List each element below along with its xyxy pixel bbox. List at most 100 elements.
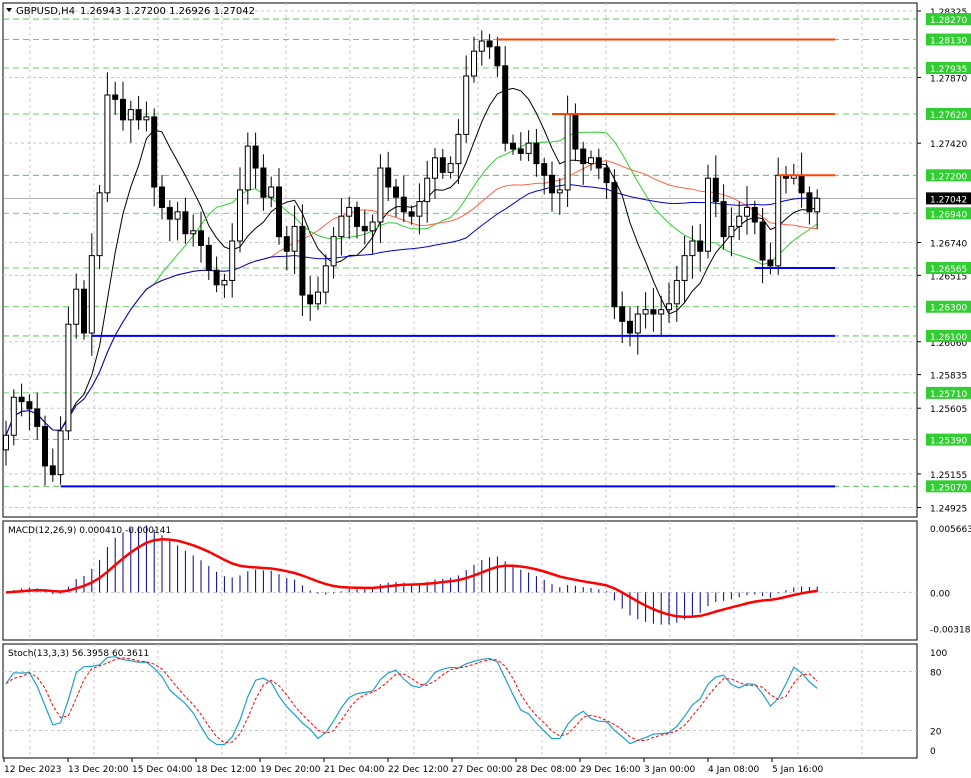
macd-label: MACD(12,26,9) 0.000410 -0.000141	[8, 526, 171, 536]
stoch-main-line	[5, 656, 818, 746]
candle-body	[330, 236, 337, 267]
candle-body	[689, 240, 696, 257]
candle-body	[166, 206, 173, 220]
candle-body	[213, 269, 220, 286]
stoch-tick-label: 20	[930, 727, 942, 737]
candle-body	[104, 94, 111, 194]
candle-body	[580, 148, 587, 165]
level-label-bg	[926, 169, 971, 182]
candle-body	[439, 157, 446, 173]
candle-body	[502, 65, 509, 144]
candle-body	[736, 215, 743, 227]
candle-body	[658, 309, 665, 315]
candle-body	[588, 157, 594, 165]
candle-body	[190, 230, 197, 235]
candle-body	[135, 109, 142, 121]
time-tick-label: 15 Dec 04:00	[132, 765, 193, 775]
candle-body	[322, 265, 329, 293]
candle-body	[603, 167, 610, 184]
level-label-bg	[926, 329, 971, 342]
candle-body	[673, 279, 680, 305]
level-label-bg	[926, 107, 971, 120]
candle-body	[385, 167, 392, 188]
candle-body	[463, 75, 470, 135]
candle-body	[775, 174, 782, 267]
macd-tick-label: 0.005663	[930, 525, 971, 535]
candle-body	[393, 186, 399, 198]
price-axis: 1.28325 1.27870 1.27420 1.26740 1.26515 1.260…	[917, 8, 971, 515]
candle-body	[728, 225, 735, 238]
time-tick-label: 13 Dec 20:00	[68, 765, 129, 775]
level-label: 1.26940	[930, 210, 967, 220]
candle-body	[96, 192, 103, 257]
candle-body	[57, 430, 64, 476]
level-label-bg	[926, 433, 971, 446]
time-tick-label: 21 Dec 04:00	[324, 765, 385, 775]
candle-body	[221, 279, 228, 286]
candle-body	[205, 244, 212, 271]
candle-body	[42, 425, 48, 467]
price-tick-label: 1.26740	[930, 239, 967, 249]
price-tick-label: 1.26060	[930, 339, 967, 349]
candle-body	[416, 201, 423, 217]
candle-body	[814, 197, 821, 213]
candle-body	[759, 221, 766, 261]
candle-body	[681, 255, 688, 281]
candle-body	[369, 221, 376, 232]
candle-body	[291, 225, 298, 252]
time-tick-label: 28 Dec 08:00	[516, 765, 577, 775]
candle-body	[315, 291, 321, 305]
candle-body	[276, 186, 282, 238]
candle-body	[299, 225, 306, 296]
macd-tick-label: 0.00	[930, 589, 950, 599]
level-label-bg	[926, 13, 971, 26]
candle-body	[252, 145, 259, 169]
candle-body	[549, 174, 555, 194]
stoch-tick-label: 80	[930, 669, 942, 679]
candle-body	[400, 196, 407, 213]
macd-signal-line	[5, 537, 818, 619]
candle-body	[767, 259, 774, 267]
level-label-bg	[926, 386, 971, 399]
price-tick-label: 1.25605	[930, 405, 967, 415]
price-tick-label: 1.25835	[930, 372, 967, 382]
candle-body	[283, 236, 290, 252]
level-label: 1.26100	[930, 333, 967, 343]
time-tick-label: 27 Dec 00:00	[452, 765, 513, 775]
support-resistance-layer	[60, 38, 835, 488]
time-tick-label: 19 Dec 20:00	[260, 765, 321, 775]
level-label-bg	[926, 207, 971, 220]
level-label-bg	[926, 262, 971, 275]
candle-body	[174, 211, 181, 220]
candle-body	[666, 303, 672, 311]
triangle-down-icon[interactable]	[6, 8, 12, 12]
candle-body	[159, 186, 165, 208]
candle-body	[112, 94, 119, 100]
candle-body	[595, 157, 602, 169]
level-label: 1.28270	[930, 16, 967, 26]
candle-body	[744, 206, 750, 217]
candle-body	[34, 408, 41, 427]
candle-body	[455, 133, 462, 165]
candle-body	[510, 142, 516, 150]
symbol-label: GBPUSD,H4	[16, 6, 75, 17]
level-label-bg	[926, 300, 971, 313]
candle-body	[712, 177, 719, 203]
candle-body	[346, 206, 353, 217]
price-tick-label: 1.24925	[930, 505, 967, 515]
level-label: 1.25390	[930, 437, 967, 447]
stochastic-layer: 100 80 20 0	[3, 649, 947, 757]
level-label: 1.27200	[930, 172, 967, 182]
candle-body	[541, 163, 548, 176]
candle-body	[650, 309, 657, 315]
level-label: 1.27935	[930, 65, 967, 75]
candle-body	[237, 189, 243, 242]
candle-body	[307, 294, 314, 305]
time-tick-label: 5 Jan 16:00	[772, 765, 824, 775]
candle-body	[627, 320, 633, 334]
candle-body	[424, 177, 431, 203]
candle-body	[182, 211, 189, 235]
candle-body	[120, 98, 126, 121]
